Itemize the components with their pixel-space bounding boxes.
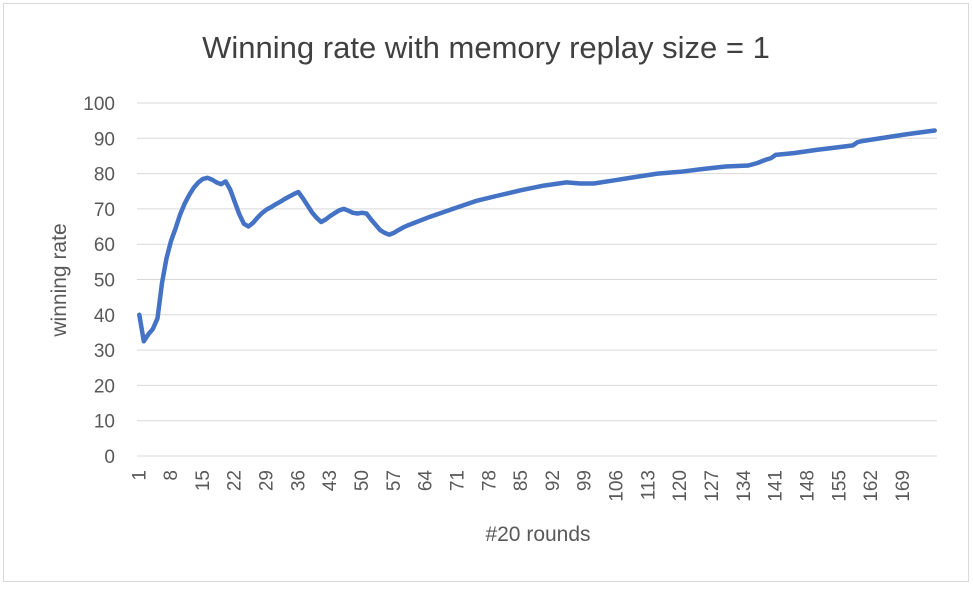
x-tick-label: 22 [225, 470, 246, 491]
x-tick-label: 127 [702, 470, 723, 502]
x-tick-label: 71 [447, 470, 468, 491]
chart-title: Winning rate with memory replay size = 1 [202, 30, 770, 65]
x-tick-label: 57 [384, 470, 405, 491]
y-tick-label: 40 [94, 306, 115, 327]
x-axis-ticks: 1 8 15 22 29 36 43 50 57 64 71 78 85 92 99 106 113 120 127… [129, 470, 914, 502]
x-tick-label: 8 [161, 470, 182, 481]
x-tick-label: 141 [766, 470, 787, 502]
x-tick-label: 162 [861, 470, 882, 502]
x-tick-label: 78 [479, 470, 500, 491]
y-tick-label: 50 [94, 271, 115, 292]
y-axis-ticks: 0 10 20 30 40 50 60 70 80 90 100 [83, 94, 115, 468]
x-tick-label: 29 [257, 470, 278, 491]
series-layer [137, 128, 937, 344]
grid [137, 102, 937, 457]
x-tick-label: 1 [129, 470, 150, 481]
x-tick-label: 85 [511, 470, 532, 491]
x-tick-label: 120 [670, 470, 691, 502]
x-tick-label: 99 [575, 470, 596, 491]
x-tick-label: 43 [320, 470, 341, 491]
x-tick-label: 155 [829, 470, 850, 502]
x-tick-label: 148 [797, 470, 818, 502]
y-tick-label: 0 [104, 447, 115, 468]
y-tick-label: 100 [83, 94, 115, 115]
y-tick-label: 60 [94, 235, 115, 256]
x-tick-label: 36 [288, 470, 309, 491]
y-tick-label: 30 [94, 341, 115, 362]
x-tick-label: 15 [193, 470, 214, 491]
y-axis-label: winning rate [48, 223, 71, 337]
x-tick-label: 64 [416, 470, 437, 492]
x-tick-label: 169 [893, 470, 914, 502]
series-line-0 [137, 128, 937, 344]
x-tick-label: 92 [543, 470, 564, 491]
x-tick-label: 50 [352, 470, 373, 491]
y-tick-label: 90 [94, 129, 115, 150]
x-tick-label: 134 [734, 470, 755, 502]
y-tick-label: 20 [94, 376, 115, 397]
y-tick-label: 70 [94, 200, 115, 221]
y-tick-label: 10 [94, 412, 115, 433]
y-tick-label: 80 [94, 165, 115, 186]
chart-border [3, 3, 969, 582]
x-axis-label: #20 rounds [485, 523, 590, 546]
x-tick-label: 106 [607, 470, 628, 502]
x-tick-label: 113 [638, 470, 659, 500]
